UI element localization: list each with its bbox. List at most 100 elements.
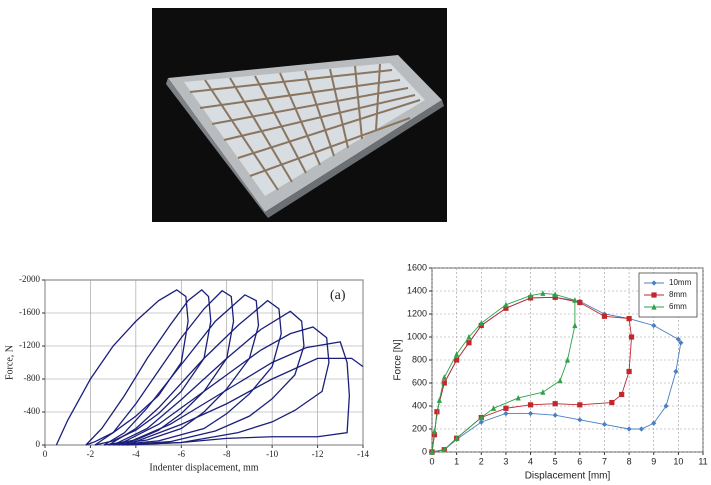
x-tick-label: -12 (312, 449, 324, 459)
marker (572, 322, 578, 329)
marker (503, 410, 509, 417)
marker (454, 435, 460, 441)
series-line (121, 341, 351, 446)
tray-edge (265, 100, 444, 218)
y-tick-label: 1200 (407, 308, 427, 318)
y-tick-label: 800 (412, 354, 427, 364)
marker (552, 294, 558, 300)
marker (540, 389, 546, 395)
x-tick-label: 4 (528, 456, 533, 466)
series-line (108, 299, 282, 446)
marker (626, 426, 632, 432)
marker (527, 402, 534, 408)
marker (515, 394, 521, 401)
series-line (126, 357, 364, 446)
x-tick-label: 11 (698, 456, 707, 466)
legend-marker (651, 292, 657, 298)
x-tick-label: 7 (602, 456, 607, 466)
marker (441, 380, 447, 386)
chart: 0 1 2 3 4 5 6 7 8 9 10 11 0 200 400 600 800 1000 1200 1400 1… (393, 262, 708, 481)
x-tick-label: -10 (266, 449, 278, 459)
y-tick-label: 1000 (407, 331, 427, 341)
marker (429, 448, 435, 455)
y-tick-label: 0 (36, 439, 41, 449)
series-line (94, 289, 235, 446)
x-tick-label: 10 (673, 456, 683, 466)
marker (490, 405, 497, 411)
marker (572, 297, 578, 303)
marker (564, 356, 571, 363)
marker (552, 412, 558, 418)
y-tick-label: -800 (24, 373, 41, 383)
marker (626, 368, 632, 375)
series-line (431, 292, 576, 453)
y-tick-label: -400 (24, 406, 41, 416)
x-tick-label: -6 (178, 449, 186, 459)
marker (651, 322, 657, 329)
x-axis-label: Displacement [mm] (525, 471, 611, 482)
x-tick-label: -14 (357, 449, 369, 459)
marker (638, 426, 645, 432)
marker (557, 377, 563, 384)
marker (651, 420, 657, 426)
marker (431, 428, 438, 434)
y-tick-label: 200 (412, 423, 427, 433)
x-tick-label: 1 (454, 456, 459, 466)
marker (503, 405, 509, 411)
marker (619, 391, 625, 398)
marker (441, 374, 447, 380)
marker (527, 292, 534, 299)
plot-area (44, 279, 364, 446)
y-tick-label: -2000 (19, 274, 40, 284)
tray-edge (166, 78, 268, 218)
marker (454, 351, 460, 357)
marker (577, 299, 583, 306)
legend-marker (651, 280, 657, 286)
x-tick-label: 5 (553, 456, 558, 466)
series-line (112, 310, 305, 446)
series-line (117, 326, 330, 446)
marker (628, 334, 635, 340)
marker (577, 417, 583, 423)
marker (601, 421, 608, 427)
marker (503, 301, 509, 308)
marker (466, 340, 472, 346)
marker (673, 368, 679, 375)
marker (527, 410, 534, 417)
x-tick-label: 0 (43, 449, 48, 459)
photo (152, 8, 447, 222)
x-tick-label: -8 (223, 449, 231, 459)
y-tick-label: 1400 (407, 285, 427, 295)
x-axis-label: Indenter displacement, mm (149, 462, 258, 473)
series-line (103, 294, 260, 446)
y-tick-label: 600 (412, 377, 427, 387)
y-tick-label: -1200 (19, 340, 40, 350)
marker (478, 320, 484, 326)
legend: 10mm 8mm 6mm (638, 272, 698, 318)
marker (454, 357, 460, 363)
y-tick-label: 400 (412, 400, 427, 410)
y-axis-label: Force [N] (393, 339, 404, 380)
marker (601, 313, 608, 319)
marker (434, 409, 440, 415)
core-grid (189, 63, 421, 191)
marker (663, 403, 669, 409)
marker (436, 397, 442, 403)
marker (466, 333, 472, 340)
marker (626, 316, 632, 322)
legend-label: 10mm (669, 278, 692, 287)
marker (577, 402, 583, 408)
marker (478, 419, 484, 425)
legend-label: 8mm (669, 290, 687, 299)
chart: 0 -2 -4 -6 -8 -10 -12 -14 0 -400 -800 -1200 -1600 -20… (4, 274, 369, 473)
y-axis-label: Force, N (4, 345, 15, 380)
marker (675, 336, 681, 342)
y-tick-label: -1600 (19, 307, 40, 317)
marker (478, 414, 484, 421)
marker (552, 291, 558, 298)
marker (678, 340, 684, 346)
x-tick-label: 0 (429, 456, 434, 466)
series-line (85, 289, 212, 446)
